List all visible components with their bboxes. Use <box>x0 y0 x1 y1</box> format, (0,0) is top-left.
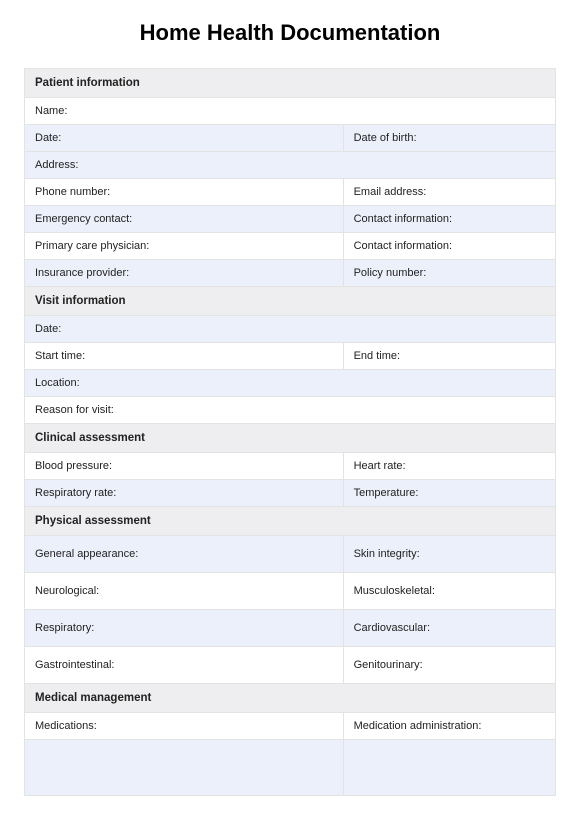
field-rr[interactable]: Respiratory rate: <box>25 480 344 507</box>
row-insurance: Insurance provider: Policy number: <box>25 260 556 287</box>
section-header-label: Patient information <box>25 69 556 98</box>
section-header-label: Clinical assessment <box>25 424 556 453</box>
field-neuro[interactable]: Neurological: <box>25 573 344 610</box>
field-gi[interactable]: Gastrointestinal: <box>25 647 344 684</box>
row-pcp: Primary care physician: Contact informat… <box>25 233 556 260</box>
section-header-label: Visit information <box>25 287 556 316</box>
field-pcp-contact[interactable]: Contact information: <box>343 233 555 260</box>
field-med-admin[interactable]: Medication administration: <box>343 713 555 740</box>
field-gu[interactable]: Genitourinary: <box>343 647 555 684</box>
row-rr-temp: Respiratory rate: Temperature: <box>25 480 556 507</box>
row-gi-gu: Gastrointestinal: Genitourinary: <box>25 647 556 684</box>
field-pcp[interactable]: Primary care physician: <box>25 233 344 260</box>
section-patient-info: Patient information <box>25 69 556 98</box>
row-phone-email: Phone number: Email address: <box>25 179 556 206</box>
field-medications[interactable]: Medications: <box>25 713 344 740</box>
row-name: Name: <box>25 98 556 125</box>
field-msk[interactable]: Musculoskeletal: <box>343 573 555 610</box>
section-medical: Medical management <box>25 684 556 713</box>
page-title: Home Health Documentation <box>24 20 556 46</box>
field-med-admin-detail[interactable] <box>343 740 555 796</box>
row-appearance-skin: General appearance: Skin integrity: <box>25 536 556 573</box>
field-skin[interactable]: Skin integrity: <box>343 536 555 573</box>
field-temp[interactable]: Temperature: <box>343 480 555 507</box>
field-dob[interactable]: Date of birth: <box>343 125 555 152</box>
field-date[interactable]: Date: <box>25 125 344 152</box>
field-visit-date[interactable]: Date: <box>25 316 556 343</box>
field-address[interactable]: Address: <box>25 152 556 179</box>
row-visit-date: Date: <box>25 316 556 343</box>
field-bp[interactable]: Blood pressure: <box>25 453 344 480</box>
row-date-dob: Date: Date of birth: <box>25 125 556 152</box>
row-neuro-msk: Neurological: Musculoskeletal: <box>25 573 556 610</box>
field-start-time[interactable]: Start time: <box>25 343 344 370</box>
row-location: Location: <box>25 370 556 397</box>
row-bp-hr: Blood pressure: Heart rate: <box>25 453 556 480</box>
field-medications-detail[interactable] <box>25 740 344 796</box>
field-phone[interactable]: Phone number: <box>25 179 344 206</box>
field-cardio[interactable]: Cardiovascular: <box>343 610 555 647</box>
row-reason: Reason for visit: <box>25 397 556 424</box>
section-header-label: Medical management <box>25 684 556 713</box>
row-medications: Medications: Medication administration: <box>25 713 556 740</box>
row-times: Start time: End time: <box>25 343 556 370</box>
field-location[interactable]: Location: <box>25 370 556 397</box>
row-medications-area <box>25 740 556 796</box>
field-policy[interactable]: Policy number: <box>343 260 555 287</box>
field-name[interactable]: Name: <box>25 98 556 125</box>
section-visit-info: Visit information <box>25 287 556 316</box>
field-insurance[interactable]: Insurance provider: <box>25 260 344 287</box>
field-email[interactable]: Email address: <box>343 179 555 206</box>
section-physical: Physical assessment <box>25 507 556 536</box>
field-emergency[interactable]: Emergency contact: <box>25 206 344 233</box>
field-reason[interactable]: Reason for visit: <box>25 397 556 424</box>
field-hr[interactable]: Heart rate: <box>343 453 555 480</box>
section-clinical: Clinical assessment <box>25 424 556 453</box>
field-resp[interactable]: Respiratory: <box>25 610 344 647</box>
row-resp-cardio: Respiratory: Cardiovascular: <box>25 610 556 647</box>
documentation-form: Patient information Name: Date: Date of … <box>24 68 556 796</box>
field-end-time[interactable]: End time: <box>343 343 555 370</box>
row-address: Address: <box>25 152 556 179</box>
field-appearance[interactable]: General appearance: <box>25 536 344 573</box>
row-emergency: Emergency contact: Contact information: <box>25 206 556 233</box>
field-emergency-contact[interactable]: Contact information: <box>343 206 555 233</box>
section-header-label: Physical assessment <box>25 507 556 536</box>
